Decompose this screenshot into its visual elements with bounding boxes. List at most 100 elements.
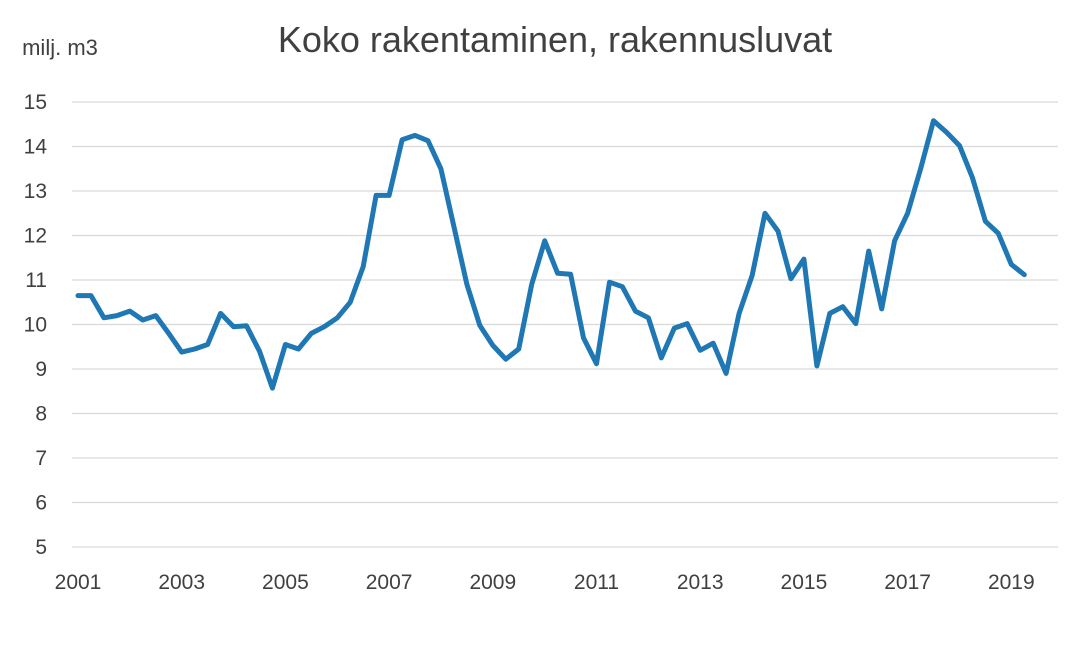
- data-point-2015Q3: [827, 311, 832, 316]
- data-point-2018Q2: [970, 175, 975, 180]
- data-point-2016Q2: [866, 249, 871, 254]
- y-axis-unit-label: milj. m3: [22, 35, 98, 60]
- y-tick-label: 9: [35, 358, 47, 381]
- x-tick-label: 2007: [366, 571, 413, 594]
- y-tick-label: 11: [25, 269, 47, 292]
- data-point-2012Q1: [646, 315, 651, 320]
- data-point-2019Q2: [1022, 272, 1027, 277]
- data-point-2005Q4: [322, 324, 327, 329]
- x-tick-label: 2019: [988, 571, 1035, 594]
- data-point-2012Q4: [685, 321, 690, 326]
- data-point-2007Q2: [400, 137, 405, 142]
- data-point-2007Q4: [426, 138, 431, 143]
- x-tick-label: 2001: [55, 571, 102, 594]
- data-point-2004Q1: [231, 324, 236, 329]
- chart-title: Koko rakentaminen, rakennusluvat: [278, 19, 832, 60]
- y-axis-ticks: 5 6 7 8 9 10 11 12 13 14 15: [24, 91, 48, 559]
- data-point-2006Q3: [361, 264, 366, 269]
- data-point-2012Q2: [659, 355, 664, 360]
- data-point-2007Q3: [413, 133, 418, 138]
- data-point-2015Q4: [840, 304, 845, 309]
- data-point-2001Q3: [101, 315, 106, 320]
- data-point-2005Q2: [296, 347, 301, 352]
- data-point-2016Q3: [879, 306, 884, 311]
- data-point-2014Q3: [776, 229, 781, 234]
- y-tick-label: 5: [35, 536, 47, 559]
- data-point-2018Q1: [957, 143, 962, 148]
- data-point-2002Q2: [140, 318, 145, 323]
- data-point-2010Q4: [581, 335, 586, 340]
- data-point-2002Q3: [153, 313, 158, 318]
- data-point-2001Q2: [89, 293, 94, 298]
- x-tick-label: 2011: [574, 571, 619, 594]
- data-point-2015Q1: [801, 257, 806, 262]
- data-point-2003Q1: [179, 350, 184, 355]
- data-point-2004Q2: [244, 323, 249, 328]
- y-tick-label: 12: [24, 225, 47, 248]
- data-point-2006Q1: [335, 315, 340, 320]
- data-point-2019Q1: [1009, 262, 1014, 267]
- x-tick-label: 2005: [262, 571, 309, 594]
- data-point-2014Q4: [788, 276, 793, 281]
- data-point-2010Q3: [568, 272, 573, 277]
- y-tick-label: 10: [24, 314, 47, 337]
- data-point-2014Q2: [763, 211, 768, 216]
- y-tick-label: 8: [35, 403, 47, 426]
- data-point-2002Q1: [127, 309, 132, 314]
- data-point-2018Q4: [996, 231, 1001, 236]
- x-axis-ticks: 2001 2003 2005 2007 2009 2011 2013 2015 2017 2019: [55, 571, 1035, 594]
- data-point-2014Q1: [750, 273, 755, 278]
- data-point-2015Q2: [814, 363, 819, 368]
- data-point-2005Q1: [283, 342, 288, 347]
- data-point-2008Q3: [464, 282, 469, 287]
- data-point-2003Q4: [218, 311, 223, 316]
- data-point-2016Q1: [853, 321, 858, 326]
- data-point-2017Q2: [918, 166, 923, 171]
- data-point-2009Q2: [503, 357, 508, 362]
- data-point-2005Q3: [309, 331, 314, 336]
- data-point-2011Q3: [620, 284, 625, 289]
- y-tick-label: 13: [24, 180, 47, 203]
- series-line: [75, 118, 1027, 391]
- y-tick-label: 6: [35, 492, 47, 515]
- x-tick-label: 2017: [884, 571, 931, 594]
- y-tick-label: 14: [24, 136, 48, 159]
- data-point-2017Q1: [905, 211, 910, 216]
- data-point-2003Q3: [205, 342, 210, 347]
- data-point-2004Q4: [270, 386, 275, 391]
- data-point-2009Q4: [529, 282, 534, 287]
- data-point-2007Q1: [387, 193, 392, 198]
- data-point-2013Q3: [724, 371, 729, 376]
- data-point-2009Q3: [516, 347, 521, 352]
- y-tick-label: 15: [24, 91, 47, 114]
- data-point-2017Q3: [931, 118, 936, 123]
- data-point-2018Q3: [983, 219, 988, 224]
- data-point-2009Q1: [490, 343, 495, 348]
- data-point-2013Q4: [737, 311, 742, 316]
- data-point-2017Q4: [944, 130, 949, 135]
- data-point-2006Q2: [348, 300, 353, 305]
- x-tick-label: 2009: [469, 571, 516, 594]
- data-point-2013Q1: [698, 348, 703, 353]
- data-point-2011Q1: [594, 361, 599, 366]
- data-point-2008Q2: [451, 224, 456, 229]
- data-point-2001Q1: [76, 293, 81, 298]
- x-tick-label: 2013: [677, 571, 724, 594]
- data-point-2006Q4: [374, 193, 379, 198]
- data-point-2008Q4: [477, 323, 482, 328]
- x-tick-label: 2003: [158, 571, 205, 594]
- data-point-2013Q2: [711, 341, 716, 346]
- y-tick-label: 7: [35, 447, 47, 470]
- gridlines: [72, 101, 1058, 548]
- data-point-2011Q2: [607, 280, 612, 285]
- data-point-2016Q4: [892, 238, 897, 243]
- data-point-2010Q1: [542, 238, 547, 243]
- data-point-2012Q3: [672, 326, 677, 331]
- data-point-2001Q4: [114, 313, 119, 318]
- data-point-2003Q2: [192, 347, 197, 352]
- data-point-2010Q2: [555, 271, 560, 276]
- data-point-2011Q4: [633, 309, 638, 314]
- x-tick-label: 2015: [781, 571, 828, 594]
- data-point-2002Q4: [166, 331, 171, 336]
